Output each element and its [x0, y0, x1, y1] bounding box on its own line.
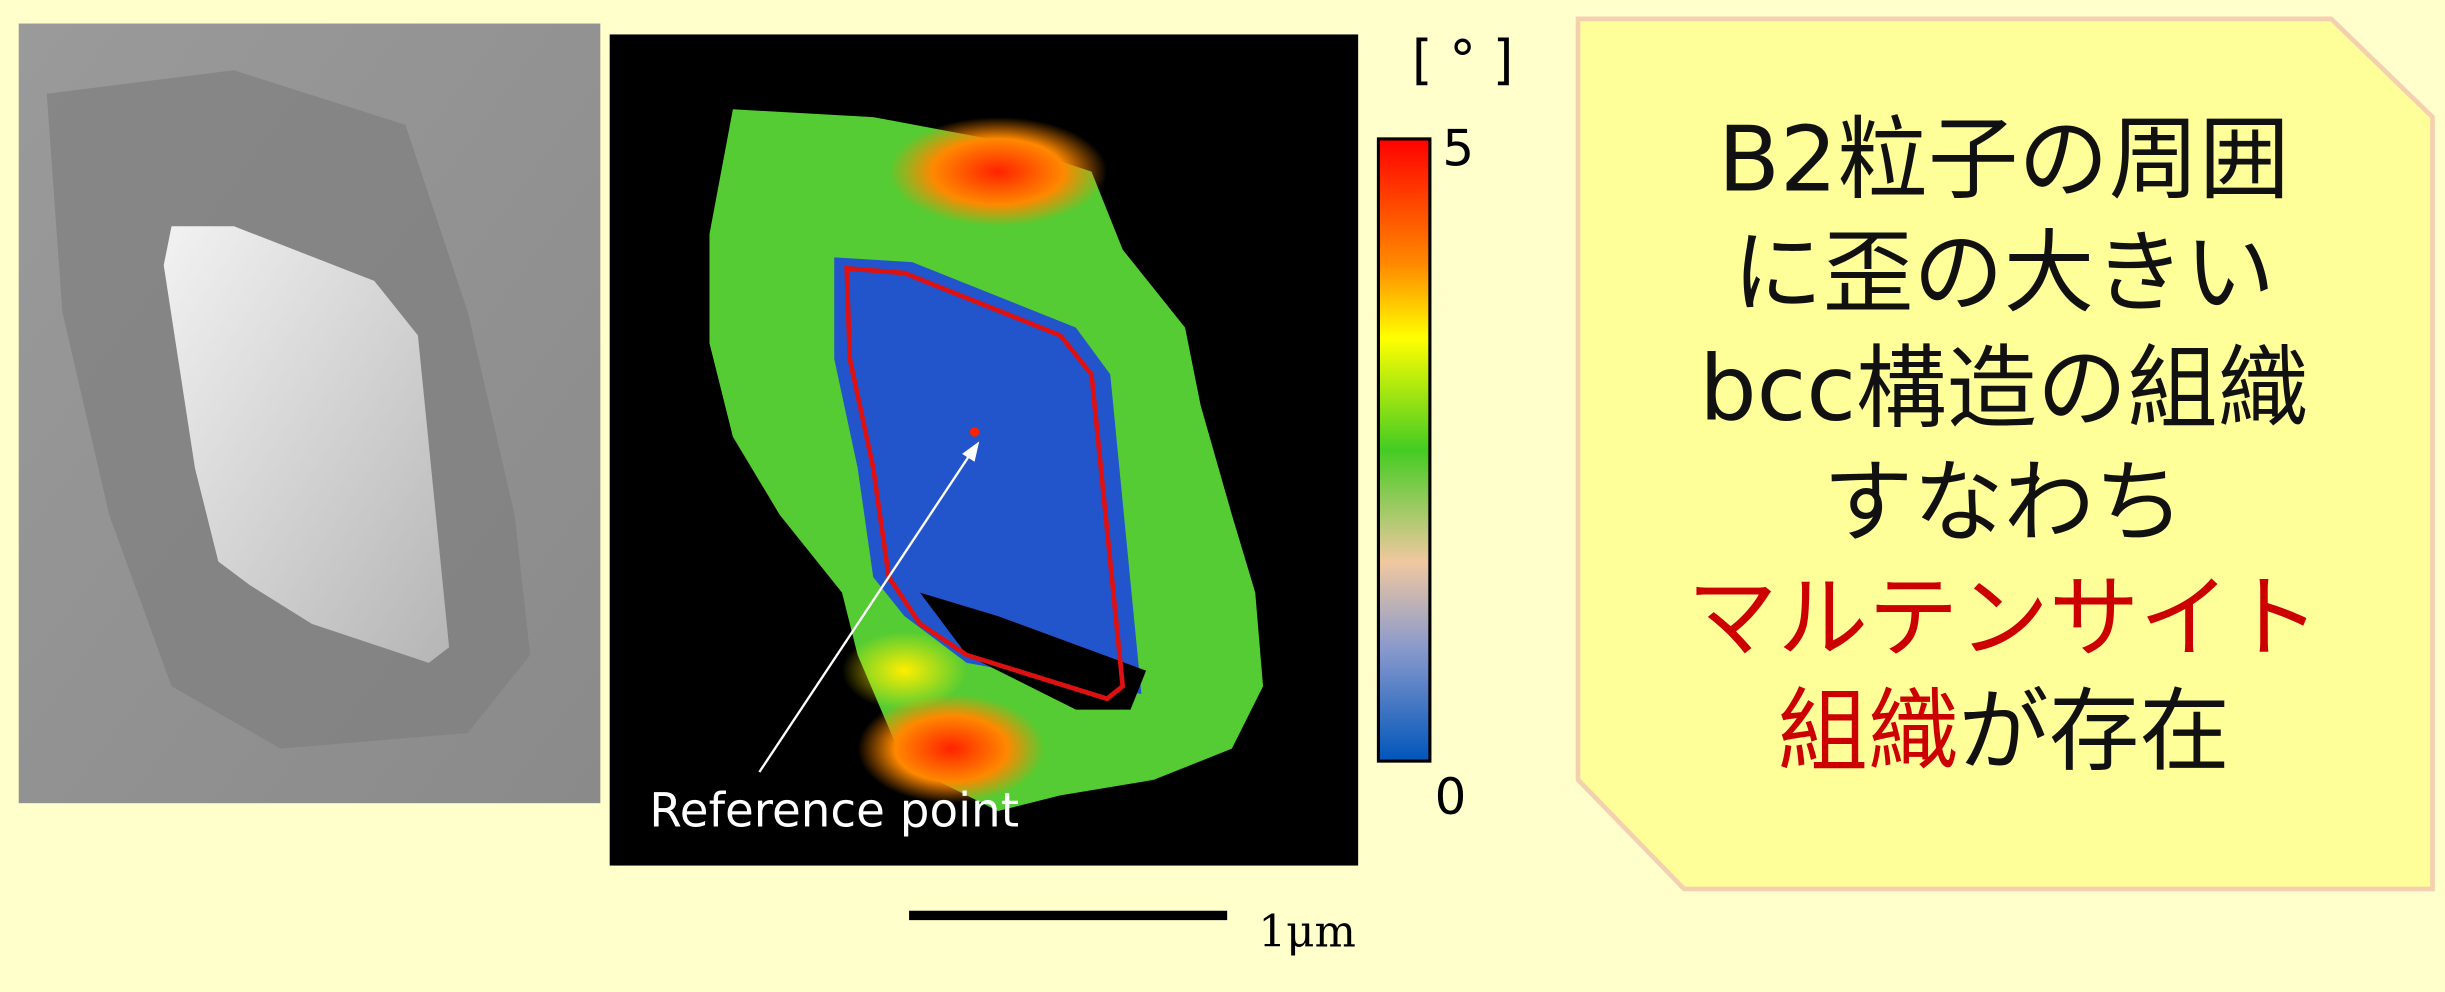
- page: Reference point [ ° ] 5 0 1μm B2粒子の周囲 に歪…: [0, 0, 2445, 992]
- ebsd-map: Reference point: [610, 34, 1358, 865]
- sem-image: [19, 24, 601, 804]
- colorbar-min: 0: [1435, 768, 1467, 826]
- text-box: B2粒子の周囲 に歪の大きい bcc構造の組織 すなわち マルテンサイト 組織が…: [1578, 19, 2433, 889]
- slide: Reference point [ ° ] 5 0 1μm B2粒子の周囲 に歪…: [0, 0, 2445, 992]
- scale-label: 1μm: [1258, 907, 1356, 958]
- scale-bar: 1μm: [909, 907, 1356, 958]
- highlight: 組織: [1778, 680, 1959, 785]
- text-line: に歪の大きい: [1732, 221, 2275, 326]
- text-line: 組織が存在: [1778, 680, 2230, 785]
- colorbar-max: 5: [1442, 119, 1474, 177]
- text-line: すなわち: [1823, 450, 2185, 555]
- text-line: bcc構造の組織: [1699, 337, 2308, 442]
- text-part: が存在: [1958, 680, 2229, 785]
- colorbar: [ ° ] 5 0: [1378, 29, 1513, 826]
- text-line: マルテンサイト: [1687, 566, 2320, 671]
- map-label: Reference point: [649, 785, 1019, 839]
- text-line: B2粒子の周囲: [1718, 107, 2290, 212]
- colorbar-unit: [ ° ]: [1412, 29, 1514, 91]
